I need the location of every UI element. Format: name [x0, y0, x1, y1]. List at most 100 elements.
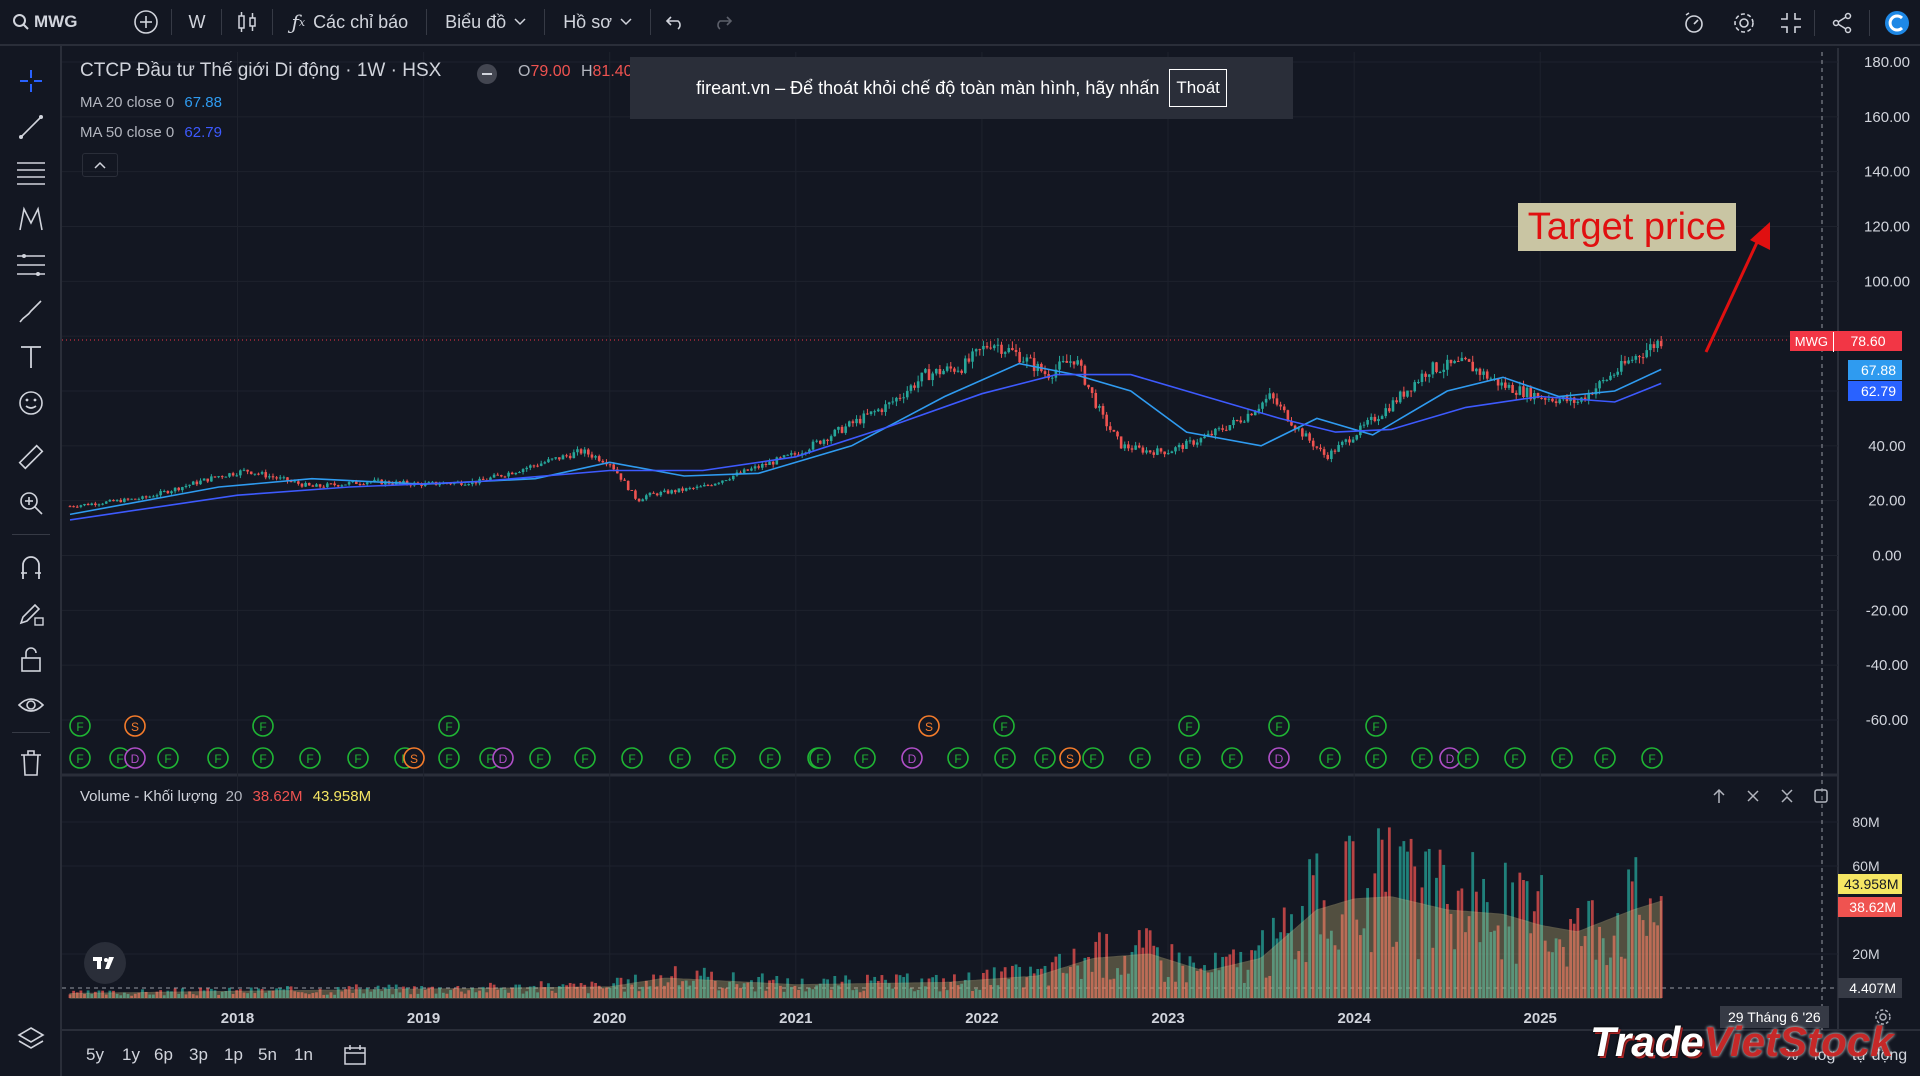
log-toggle[interactable]: log — [1814, 1047, 1836, 1064]
magnet-tool[interactable] — [14, 550, 48, 584]
percent-toggle[interactable]: % — [1784, 1047, 1799, 1064]
event-marker-label: F — [954, 752, 961, 766]
event-marker — [714, 747, 736, 769]
volume-bar — [228, 987, 231, 998]
volume-bar — [717, 990, 721, 998]
event-marker — [1034, 747, 1056, 769]
compare-button[interactable] — [89, 0, 171, 45]
tradingview-logo[interactable] — [84, 942, 126, 984]
auto-toggle[interactable]: tự động — [1852, 1047, 1908, 1064]
legend-collapse-dot[interactable] — [477, 64, 497, 84]
crosshair-tool[interactable] — [14, 64, 48, 98]
time-tick-label: 2019 — [407, 1010, 440, 1027]
volume-bar — [1641, 920, 1645, 998]
chart-menu-button[interactable]: Biểu đồ — [427, 0, 544, 45]
volume-bar — [246, 993, 250, 998]
ruler-tool[interactable] — [14, 440, 48, 474]
volume-bar — [1565, 966, 1569, 998]
candle-body — [612, 464, 615, 470]
candle-body — [1395, 400, 1398, 403]
collapse-pane-icon[interactable] — [1770, 782, 1804, 810]
price-tick-label: 20.00 — [1868, 493, 1906, 510]
horizontal-lines-tool[interactable] — [14, 156, 48, 190]
period-3m[interactable]: 3p — [189, 1045, 208, 1064]
redo-button[interactable] — [699, 0, 747, 45]
candle-body — [1388, 408, 1391, 412]
volume-bar — [68, 994, 72, 998]
volume-bar — [206, 988, 210, 998]
symbol-search[interactable]: MWG — [0, 0, 89, 45]
volume-bar — [829, 989, 833, 998]
period-5d[interactable]: 5n — [258, 1045, 277, 1064]
scale-settings-button[interactable] — [1874, 1008, 1892, 1031]
candle-body — [1373, 416, 1377, 422]
layers-icon — [17, 1025, 45, 1053]
volume-bar — [673, 966, 677, 998]
brush-tool[interactable] — [14, 294, 48, 328]
legend-collapse-button[interactable] — [82, 153, 118, 177]
object-tree-button[interactable] — [14, 1022, 48, 1056]
candle-body — [840, 426, 844, 433]
period-1m[interactable]: 1p — [224, 1045, 243, 1064]
stay-in-drawing-tool[interactable] — [14, 596, 48, 630]
text-tool[interactable] — [14, 340, 48, 374]
volume-bar — [1308, 859, 1312, 998]
lock-drawings-tool[interactable] — [14, 642, 48, 676]
candle-body — [1424, 373, 1427, 377]
volume-bar — [615, 977, 619, 998]
interval-button[interactable]: W — [172, 0, 221, 45]
profile-menu-button[interactable]: Hồ sơ — [545, 0, 650, 45]
candle-body — [126, 498, 130, 500]
period-5y[interactable]: 5y — [86, 1045, 104, 1064]
volume-bar — [1478, 942, 1482, 998]
pattern-tool[interactable] — [14, 202, 48, 236]
volume-bar — [173, 988, 177, 998]
volume-bar — [75, 992, 79, 998]
volume-bar — [1652, 922, 1656, 998]
volume-bar — [1474, 891, 1478, 998]
exit-button[interactable]: Thoát — [1169, 69, 1227, 107]
event-marker-label: S — [410, 752, 418, 766]
candle-body — [1583, 397, 1587, 400]
remove-drawings-tool[interactable] — [14, 746, 48, 780]
share-button[interactable] — [1815, 0, 1869, 46]
volume-bar — [474, 992, 478, 998]
emoji-tool[interactable] — [14, 386, 48, 420]
profile-menu-label: Hồ sơ — [563, 11, 613, 32]
volume-tick-label: 60M — [1852, 858, 1879, 874]
volume-bar — [840, 981, 844, 998]
maximize-pane-icon[interactable] — [1804, 782, 1838, 810]
ma20-legend[interactable]: MA 20 close 0 67.88 — [80, 94, 222, 111]
volume-bar — [1424, 851, 1428, 998]
volume-bar — [133, 993, 137, 998]
undo-button[interactable] — [651, 0, 699, 45]
close-icon[interactable] — [1736, 782, 1770, 810]
fib-tool[interactable] — [14, 248, 48, 282]
date-range-button[interactable] — [343, 1044, 367, 1071]
volume-bar — [115, 993, 119, 998]
target-price-annotation[interactable]: Target price — [1518, 203, 1736, 251]
arrow-up-icon[interactable] — [1702, 782, 1736, 810]
volume-legend[interactable]: Volume - Khối lượng 20 38.62M 43.958M — [80, 788, 371, 805]
chart-type-button[interactable] — [222, 0, 272, 45]
volume-bar — [489, 982, 492, 998]
volume-bar — [525, 991, 529, 998]
volume-bar — [1503, 862, 1507, 998]
hide-drawings-tool[interactable] — [14, 688, 48, 722]
volume-bar — [1529, 933, 1533, 998]
alert-button[interactable] — [1668, 0, 1720, 46]
trendline-tool[interactable] — [14, 110, 48, 144]
ma50-legend[interactable]: MA 50 close 0 62.79 — [80, 124, 222, 141]
settings-button[interactable] — [1720, 0, 1768, 46]
period-1y[interactable]: 1y — [122, 1045, 140, 1064]
candle-body — [1377, 418, 1380, 422]
candle-body — [1214, 428, 1217, 436]
zoom-tool[interactable] — [14, 486, 48, 520]
period-1d[interactable]: 1n — [294, 1045, 313, 1064]
period-6m[interactable]: 6p — [154, 1045, 173, 1064]
candle-body — [1576, 401, 1580, 403]
exit-fullscreen-button[interactable] — [1768, 0, 1814, 46]
